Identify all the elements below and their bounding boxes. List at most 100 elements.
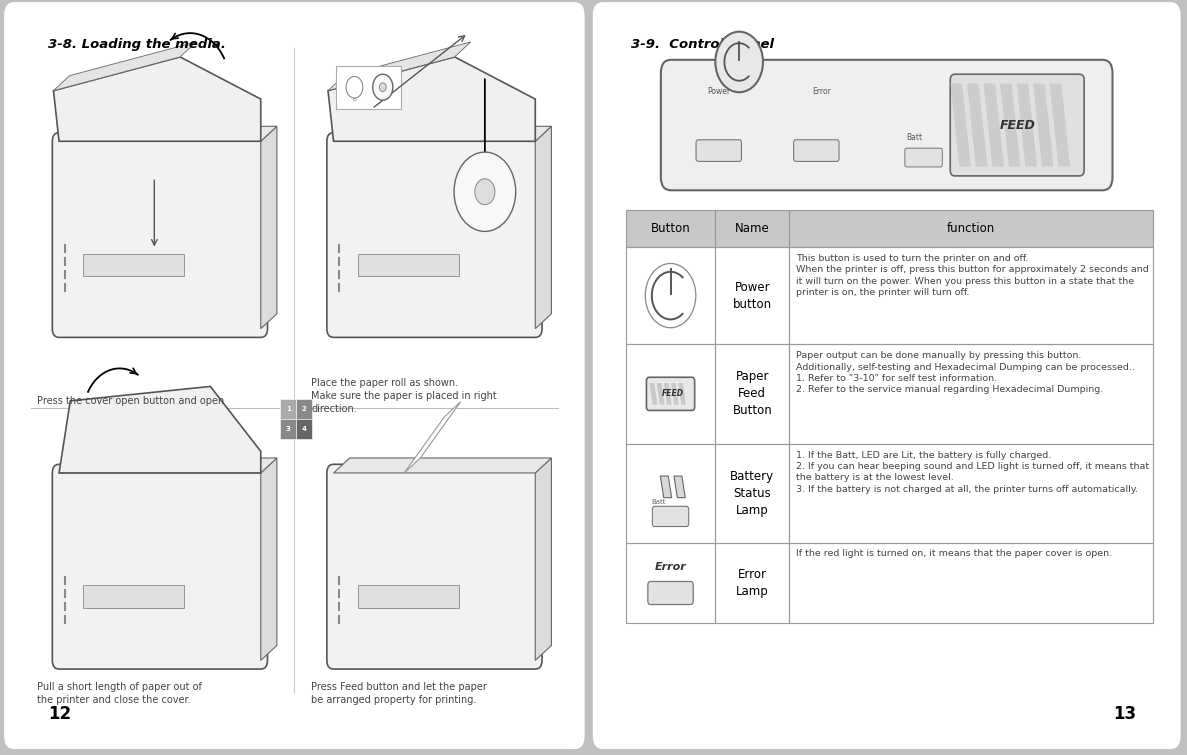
FancyBboxPatch shape xyxy=(653,507,688,526)
Polygon shape xyxy=(53,57,261,141)
Polygon shape xyxy=(671,383,679,405)
Bar xyxy=(789,543,1154,623)
Circle shape xyxy=(347,76,363,98)
Circle shape xyxy=(475,179,495,205)
Polygon shape xyxy=(967,84,988,167)
Bar xyxy=(296,399,312,419)
Text: 3-8. Loading the media.: 3-8. Loading the media. xyxy=(47,39,226,51)
Text: 13: 13 xyxy=(1113,705,1136,723)
Bar xyxy=(789,444,1154,543)
Text: Error: Error xyxy=(655,562,686,572)
Bar xyxy=(626,543,716,623)
Bar xyxy=(789,210,1154,247)
Polygon shape xyxy=(951,84,971,167)
FancyBboxPatch shape xyxy=(5,2,584,749)
Text: Paper output can be done manually by pressing this button.
Additionally, self-te: Paper output can be done manually by pre… xyxy=(796,351,1135,394)
Text: Press Feed button and let the paper
be arranged property for printing.: Press Feed button and let the paper be a… xyxy=(311,682,487,705)
FancyBboxPatch shape xyxy=(326,464,542,669)
Polygon shape xyxy=(334,126,552,141)
Text: 3-9.  Control  Panel: 3-9. Control Panel xyxy=(631,39,774,51)
FancyBboxPatch shape xyxy=(326,133,542,337)
Circle shape xyxy=(380,83,386,91)
Polygon shape xyxy=(1001,84,1021,167)
FancyBboxPatch shape xyxy=(647,378,694,411)
Text: Batt: Batt xyxy=(652,499,666,505)
Text: Place the paper roll as shown.
Make sure the paper is placed in right
direction.: Place the paper roll as shown. Make sure… xyxy=(311,378,497,414)
Bar xyxy=(357,585,458,608)
Polygon shape xyxy=(328,57,535,141)
Text: Paper
Feed
Button: Paper Feed Button xyxy=(732,371,773,418)
Polygon shape xyxy=(59,387,261,473)
FancyBboxPatch shape xyxy=(52,464,267,669)
Text: 12: 12 xyxy=(47,705,71,723)
Text: Battery
Status
Lamp: Battery Status Lamp xyxy=(730,470,774,517)
Text: 2: 2 xyxy=(301,405,306,411)
Polygon shape xyxy=(261,126,277,328)
FancyBboxPatch shape xyxy=(52,133,267,337)
Polygon shape xyxy=(1016,84,1037,167)
Bar xyxy=(296,419,312,439)
Polygon shape xyxy=(1049,84,1071,167)
Bar xyxy=(716,247,789,344)
FancyBboxPatch shape xyxy=(951,74,1084,176)
Polygon shape xyxy=(535,458,552,661)
Polygon shape xyxy=(261,458,277,661)
Bar xyxy=(716,344,789,444)
Bar xyxy=(626,210,716,247)
FancyBboxPatch shape xyxy=(794,140,839,162)
Bar xyxy=(83,254,184,276)
Text: Press the cover open button and open: Press the cover open button and open xyxy=(37,396,224,405)
Text: function: function xyxy=(947,222,996,235)
Bar xyxy=(789,247,1154,344)
Bar xyxy=(83,585,184,608)
FancyBboxPatch shape xyxy=(696,140,742,162)
Polygon shape xyxy=(53,42,196,91)
Polygon shape xyxy=(649,383,658,405)
Text: Batt: Batt xyxy=(907,133,922,142)
Text: Error: Error xyxy=(812,87,831,96)
Text: 1. If the Batt, LED are Lit, the battery is fully charged.
2. If you can hear be: 1. If the Batt, LED are Lit, the battery… xyxy=(796,451,1149,494)
Polygon shape xyxy=(1033,84,1054,167)
Polygon shape xyxy=(334,458,552,473)
Polygon shape xyxy=(678,383,686,405)
Text: If the red light is turned on, it means that the paper cover is open.: If the red light is turned on, it means … xyxy=(796,549,1112,558)
Bar xyxy=(626,247,716,344)
Text: Name: Name xyxy=(735,222,769,235)
Bar xyxy=(716,543,789,623)
Polygon shape xyxy=(59,458,277,473)
Bar xyxy=(626,444,716,543)
Text: 4: 4 xyxy=(301,426,306,432)
Polygon shape xyxy=(674,476,685,498)
Text: Error
Lamp: Error Lamp xyxy=(736,568,769,598)
FancyBboxPatch shape xyxy=(904,148,942,167)
Bar xyxy=(626,210,1154,247)
Polygon shape xyxy=(535,126,552,328)
Text: Power: Power xyxy=(707,87,731,96)
Text: Pull a short length of paper out of
the printer and close the cover.: Pull a short length of paper out of the … xyxy=(37,682,202,705)
Bar xyxy=(280,399,296,419)
Bar xyxy=(789,344,1154,444)
Text: FEED: FEED xyxy=(999,119,1035,131)
Text: Power
button: Power button xyxy=(732,281,772,310)
FancyBboxPatch shape xyxy=(648,581,693,605)
Bar xyxy=(280,419,296,439)
Text: 3: 3 xyxy=(286,426,291,432)
Bar xyxy=(716,444,789,543)
Polygon shape xyxy=(328,42,471,91)
Circle shape xyxy=(716,32,763,92)
Text: FEED: FEED xyxy=(661,390,684,399)
Text: o: o xyxy=(353,97,356,103)
Bar xyxy=(357,254,458,276)
Polygon shape xyxy=(984,84,1004,167)
Bar xyxy=(626,344,716,444)
Bar xyxy=(336,66,401,109)
Bar xyxy=(716,210,789,247)
FancyBboxPatch shape xyxy=(661,60,1112,190)
Text: x: x xyxy=(381,97,385,103)
Polygon shape xyxy=(59,126,277,141)
Text: This button is used to turn the printer on and off.
When the printer is off, pre: This button is used to turn the printer … xyxy=(796,254,1149,297)
Text: Button: Button xyxy=(650,222,691,235)
Circle shape xyxy=(373,74,393,100)
FancyBboxPatch shape xyxy=(592,2,1181,749)
Polygon shape xyxy=(660,476,672,498)
